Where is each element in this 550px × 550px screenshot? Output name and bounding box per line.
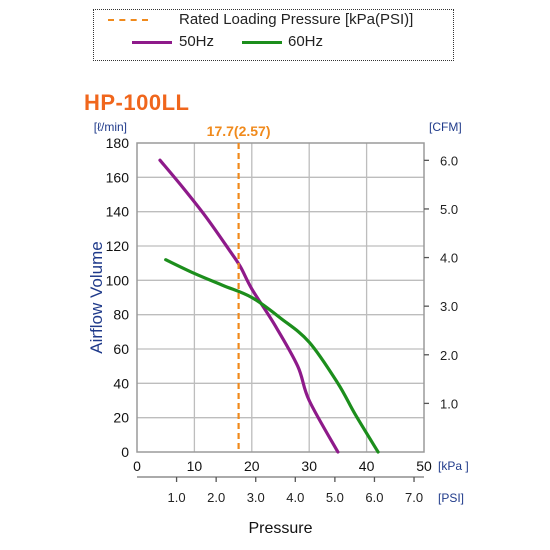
x2-tick-label: 2.0	[207, 490, 225, 505]
y-tick-label: 160	[106, 169, 130, 185]
rated-pressure-layer: 17.7(2.57)	[207, 123, 271, 452]
x-tick-label: 10	[187, 458, 203, 474]
y-tick-label: 120	[106, 238, 130, 254]
series-60hz-line	[164, 258, 380, 454]
y-tick-label: 100	[106, 272, 130, 288]
chart-title: HP-100LL	[84, 90, 190, 115]
y-unit-label: [ℓ/min]	[94, 120, 127, 134]
x2-tick-label: 3.0	[247, 490, 265, 505]
legend-50hz-swatch	[132, 41, 172, 44]
x-tick-label: 30	[301, 458, 317, 474]
series-50hz-line	[158, 158, 340, 454]
y2-tick-label: 5.0	[440, 202, 458, 217]
y-tick-label: 20	[113, 410, 129, 426]
x-tick-label: 40	[359, 458, 375, 474]
x-tick-label: 20	[244, 458, 260, 474]
y2-tick-label: 2.0	[440, 348, 458, 363]
x2-tick-label: 5.0	[326, 490, 344, 505]
plot-border	[136, 142, 425, 453]
x-unit-label: [kPa ]	[438, 459, 469, 473]
y2-tick-label: 3.0	[440, 299, 458, 314]
legend-60hz-swatch	[242, 41, 282, 44]
x2-tick-label: 6.0	[365, 490, 383, 505]
y2-tick-label: 1.0	[440, 396, 458, 411]
legend-rated-swatch	[108, 19, 148, 21]
grid	[137, 143, 424, 452]
x-axis-title: Pressure	[248, 520, 312, 537]
y2-unit-label: [CFM]	[429, 120, 462, 134]
legend-50hz-label: 50Hz	[179, 33, 215, 50]
y-tick-label: 0	[121, 444, 129, 460]
x-tick-label: 50	[416, 458, 432, 474]
axes-layer: 020406080100120140160180[ℓ/min]1.02.03.0…	[87, 120, 469, 537]
y-tick-label: 180	[106, 135, 130, 151]
series-layer	[158, 158, 380, 454]
x-tick-label: 0	[133, 458, 141, 474]
y-tick-label: 60	[113, 341, 129, 357]
x2-tick-label: 7.0	[405, 490, 423, 505]
legend: Rated Loading Pressure [kPa(PSI)] 50Hz 6…	[93, 9, 454, 61]
y-tick-label: 140	[106, 204, 130, 220]
y2-tick-label: 6.0	[440, 153, 458, 168]
rated-pressure-label: 17.7(2.57)	[207, 123, 271, 139]
y-tick-label: 40	[113, 375, 129, 391]
y-tick-label: 80	[113, 307, 129, 323]
y2-tick-label: 4.0	[440, 251, 458, 266]
legend-60hz-label: 60Hz	[288, 33, 324, 50]
legend-rated-label: Rated Loading Pressure [kPa(PSI)]	[179, 11, 414, 28]
y-axis-title: Airflow Volume	[87, 241, 106, 353]
plot-frame	[136, 142, 425, 453]
x2-unit-label: [PSI]	[438, 491, 464, 505]
x2-tick-label: 4.0	[286, 490, 304, 505]
x2-tick-label: 1.0	[168, 490, 186, 505]
